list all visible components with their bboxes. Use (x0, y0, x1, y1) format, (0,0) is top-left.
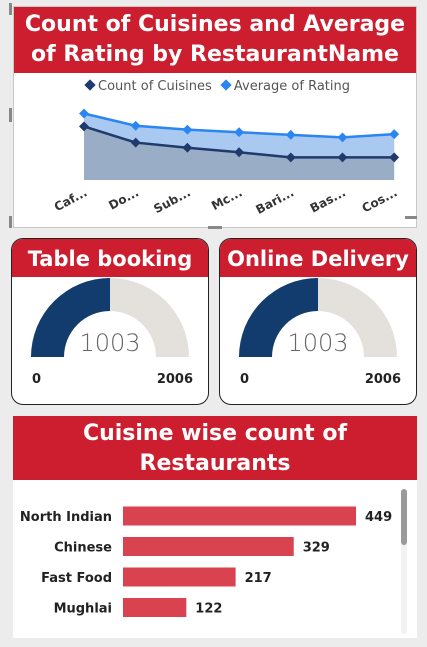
bar-category-label: Fast Food (41, 571, 112, 586)
resize-handle-bottom[interactable] (208, 226, 222, 229)
table-booking-gauge: 1003 0 2006 (12, 277, 208, 405)
x-tick-label: Cos... (360, 185, 400, 215)
bar (123, 507, 356, 526)
line-chart-header: Count of Cuisines and Average of Rating … (14, 7, 416, 73)
bar-chart-card[interactable]: Cuisine wise count of Restaurants North … (13, 416, 417, 638)
online-delivery-gauge-value: 1003 (287, 329, 348, 357)
bar-category-label: North Indian (20, 510, 112, 525)
x-tick-label: Sub... (151, 185, 192, 216)
line-chart-legend: Count of Cuisines Average of Rating (14, 79, 416, 94)
bar-chart-header: Cuisine wise count of Restaurants (13, 416, 417, 480)
bar (123, 537, 294, 556)
online-delivery-gauge-min: 0 (240, 372, 249, 387)
resize-handle-left[interactable] (9, 108, 12, 122)
table-booking-card[interactable]: Table booking 1003 0 2006 (11, 238, 209, 405)
bar-value-label: 217 (245, 571, 272, 586)
table-booking-gauge-max: 2006 (157, 372, 193, 387)
bar-chart-plot: North Indian 449 Chinese 329 Fast Food 217 Mug… (13, 480, 398, 638)
bar-category-label: Mughlai (54, 602, 112, 617)
resize-handle-bottom-left[interactable] (9, 216, 12, 228)
bar (123, 598, 186, 617)
line-chart-title-line1: Count of Cuisines and Average (14, 10, 416, 40)
bar-chart-scrollbar[interactable] (401, 489, 407, 634)
legend-label-count: Count of Cuisines (98, 79, 212, 94)
table-booking-title: Table booking (12, 239, 208, 277)
legend-label-rating: Average of Rating (234, 79, 350, 94)
line-chart-title-line2: of Rating by RestaurantName (14, 40, 416, 70)
bar-chart-title-line1: Cuisine wise count of (13, 419, 417, 449)
line-chart-card[interactable]: Count of Cuisines and Average of Rating … (13, 6, 417, 228)
x-tick-label: Bas... (308, 185, 348, 215)
bar-chart-scroll-thumb[interactable] (401, 489, 407, 545)
table-booking-gauge-min: 0 (32, 372, 41, 387)
x-tick-label: Do... (106, 185, 141, 212)
resize-handle-top-left[interactable] (9, 3, 12, 15)
line-chart-plot: Caf... Do... Sub... Mc... Bari... Bas... Cos..… (14, 99, 416, 227)
x-tick-label: Caf... (52, 185, 90, 214)
legend-marker-count (84, 79, 95, 90)
bar (123, 568, 236, 587)
resize-handle-bottom-right[interactable] (405, 216, 417, 219)
online-delivery-gauge-max: 2006 (365, 372, 401, 387)
table-booking-gauge-value: 1003 (79, 329, 140, 357)
bar-value-label: 449 (365, 510, 392, 525)
online-delivery-card[interactable]: Online Delivery 1003 0 2006 (219, 238, 417, 405)
online-delivery-title: Online Delivery (220, 239, 416, 277)
x-tick-label: Mc... (209, 185, 244, 213)
online-delivery-gauge: 1003 0 2006 (220, 277, 416, 405)
bar-category-label: Chinese (54, 541, 112, 556)
bar-value-label: 122 (195, 602, 222, 617)
legend-marker-rating (220, 79, 231, 90)
bar-chart-title-line2: Restaurants (13, 449, 417, 479)
bar-value-label: 329 (303, 541, 330, 556)
x-tick-label: Bari... (253, 185, 296, 217)
